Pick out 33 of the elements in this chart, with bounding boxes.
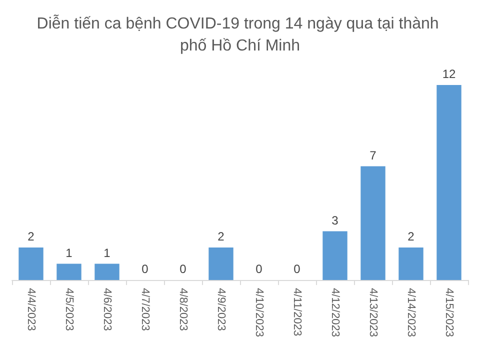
data-label: 12 <box>442 67 456 81</box>
data-label: 1 <box>66 246 73 260</box>
data-label: 3 <box>332 213 339 228</box>
bar <box>322 231 348 280</box>
data-label: 0 <box>142 262 149 276</box>
chart-title: Diễn tiến ca bệnh COVID-19 trong 14 ngày qua tại thành phố Hồ Chí Minh <box>36 14 444 54</box>
bar <box>56 264 82 280</box>
x-tick-label: 4/14/2023 <box>405 288 417 337</box>
x-tick-label: 4/12/2023 <box>329 288 341 337</box>
x-tick-label: 4/7/2023 <box>139 288 151 331</box>
data-label: 2 <box>408 230 415 244</box>
bar <box>208 248 234 280</box>
bar <box>18 248 44 280</box>
data-label: 2 <box>28 230 35 244</box>
data-label: 7 <box>370 148 377 162</box>
bar <box>94 264 120 280</box>
data-label: 2 <box>218 230 225 244</box>
x-tick-label: 4/6/2023 <box>101 288 113 331</box>
data-label: 0 <box>180 262 187 276</box>
data-label: 1 <box>104 246 111 260</box>
data-label: 0 <box>256 262 263 276</box>
x-tick-label: 4/15/2023 <box>443 288 455 337</box>
x-tick-label: 4/13/2023 <box>367 288 379 337</box>
x-tick-label: 4/11/2023 <box>291 288 303 336</box>
x-tick-label: 4/4/2023 <box>25 288 37 331</box>
data-label: 0 <box>294 262 301 276</box>
x-tick-label: 4/5/2023 <box>63 288 75 331</box>
bar <box>436 85 462 280</box>
x-tick-label: 4/10/2023 <box>253 288 265 337</box>
x-tick-label: 4/9/2023 <box>215 288 227 331</box>
x-tick-label: 4/8/2023 <box>177 288 189 331</box>
bar <box>360 166 386 280</box>
bar <box>398 248 424 280</box>
